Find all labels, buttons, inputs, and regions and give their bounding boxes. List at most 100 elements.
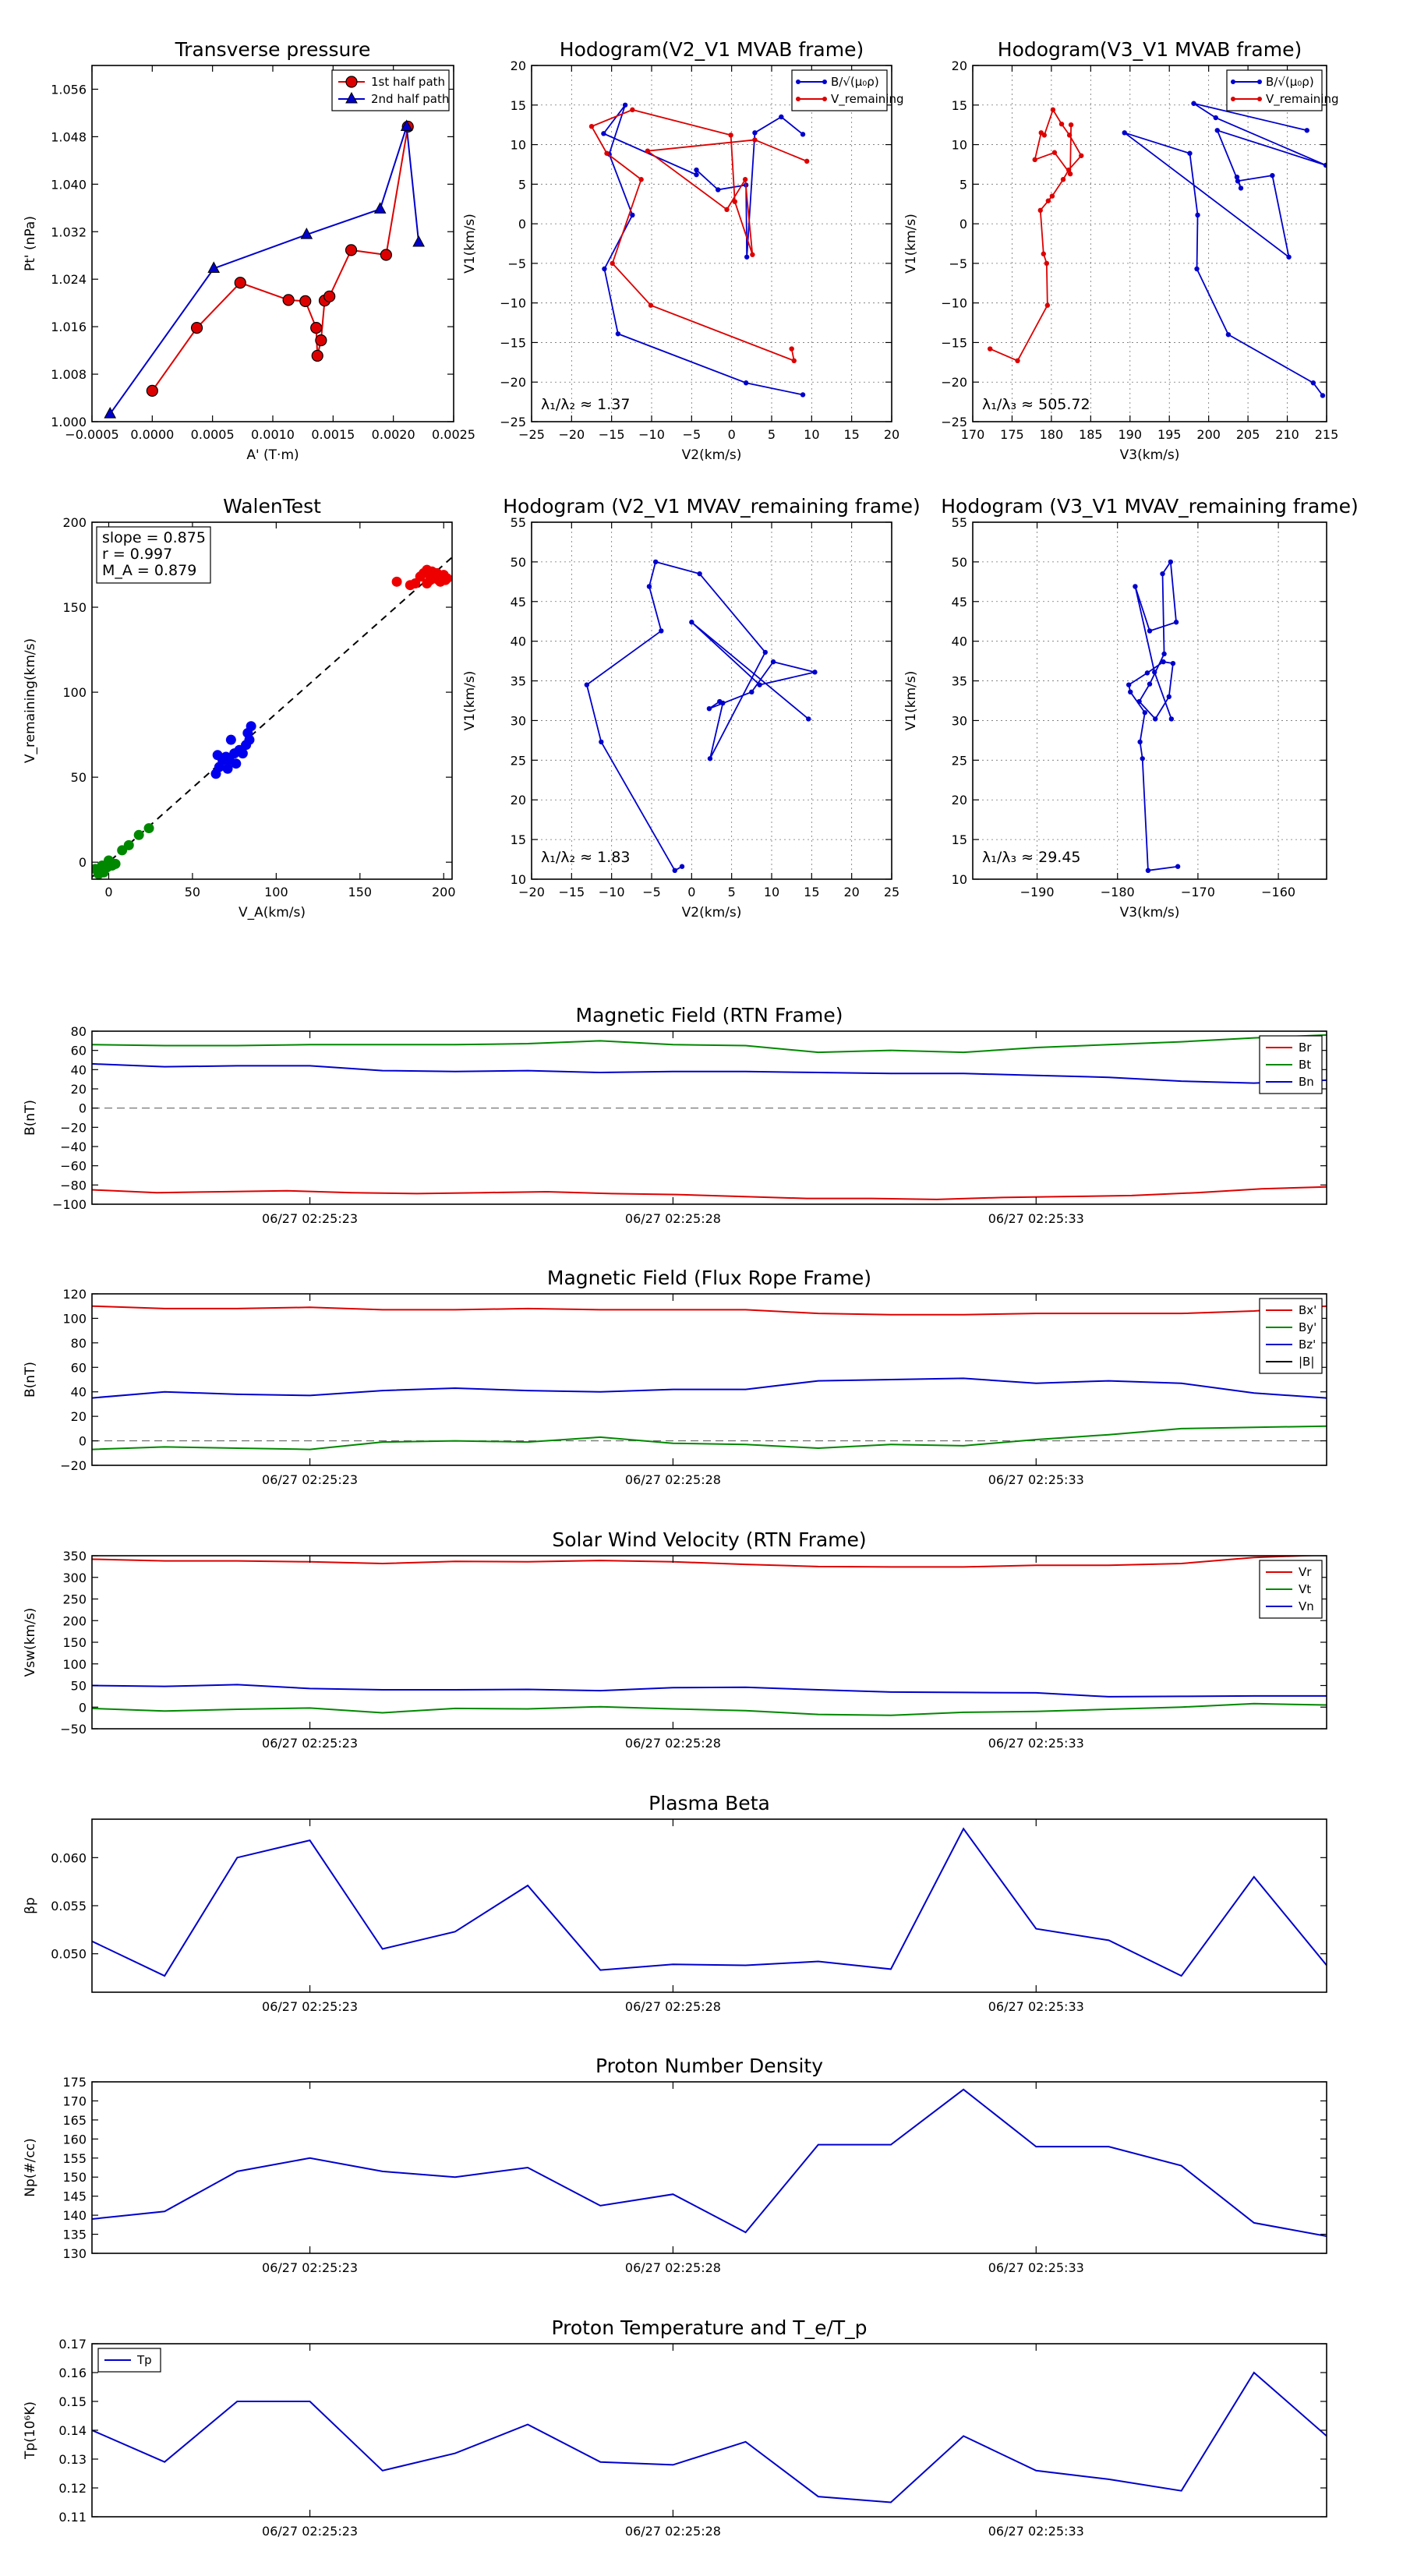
data-point [1050,107,1056,113]
series-line-0 [92,1827,1327,1977]
x-tick-label: 205 [1236,427,1260,442]
y-axis-label: V1(km/s) [462,214,478,274]
chart-title: Proton Number Density [595,2055,823,2077]
data-point [1191,101,1196,106]
legend-marker [822,97,827,101]
x-tick-label: 0.0000 [130,427,174,442]
y-tick-label: 10 [511,872,526,887]
x-tick-label: 210 [1275,427,1299,442]
series-line-0 [1124,102,1327,397]
data-point [222,763,233,774]
x-tick-label: 0 [104,885,112,899]
legend-label: Br [1299,1041,1312,1055]
data-point [706,705,712,712]
y-axis-label: V_remaining(km/s) [23,638,38,763]
y-tick-label: −50 [60,1722,87,1737]
y-tick-label: 20 [511,793,526,807]
data-point [1122,130,1127,136]
data-point [315,334,327,347]
y-tick-label: 40 [511,634,526,649]
data-point [652,559,659,565]
data-point [806,716,811,722]
y-tick-label: 120 [62,1287,87,1302]
x-tick-label: 180 [1040,427,1064,442]
series-line-1 [92,1425,1327,1451]
data-point [104,407,117,419]
legend-label: Vr [1299,1565,1312,1579]
legend: Tp [97,2348,161,2373]
data-point [672,868,677,874]
x-tick-label: 5 [728,885,736,899]
x-tick-label: 200 [432,885,456,899]
chart-title: Plasma Beta [648,1792,770,1815]
chart-hodogram_v2v1_mvab: −25 −20 −15 −10 −5 0 5 10 15 20 −25 −20 −15 −10 −5 0 5 10… [462,38,904,463]
x-tick-label: 5 [768,427,776,442]
y-tick-label: 0.050 [51,1947,87,1962]
data-point [1066,167,1072,173]
data-point [1173,620,1179,625]
y-tick-label: 40 [71,1385,87,1400]
data-point [1038,130,1044,136]
series-line-0 [92,2371,1327,2504]
x-tick-label: 06/27 02:25:33 [988,1999,1084,2014]
x-axis-label: V3(km/s) [1120,905,1180,921]
y-tick-label: 55 [952,515,967,530]
legend-label: B/√(μ₀ρ) [831,75,879,89]
y-tick-label: 0.13 [58,2452,87,2467]
data-point [615,331,621,337]
data-point [1187,150,1193,156]
data-point [728,133,733,138]
y-tick-label: 130 [62,2246,87,2261]
x-tick-label: 06/27 02:25:33 [988,1472,1084,1487]
legend-label: Vt [1299,1582,1311,1596]
x-tick-label: −5 [642,885,661,899]
y-tick-label: 0.11 [58,2510,87,2525]
y-tick-label: 25 [511,753,526,768]
legend-marker [1231,80,1235,84]
data-point [1137,739,1143,745]
data-point [412,235,425,247]
y-tick-label: 100 [62,1657,87,1672]
y-tick-label: 20 [511,58,526,73]
data-point [800,392,806,398]
eigen-ratio-label: λ₁/λ₂ ≈ 1.37 [541,396,630,413]
series-line-1 [590,108,808,362]
data-point [1320,393,1326,398]
series-line-0 [585,560,815,872]
x-tick-label: 170 [961,427,985,442]
chart-mag_fluxrope: −20 0 20 40 60 80 100 120 06/27 02:25:23 06/27 02… [23,1267,1327,1487]
y-axis-label: V1(km/s) [462,671,478,731]
legend-label: By' [1299,1320,1316,1334]
x-tick-label: 200 [1196,427,1221,442]
legend-marker [345,76,358,88]
plot-area [584,559,818,874]
y-tick-label: 30 [952,713,967,728]
series-line-0 [92,1186,1327,1200]
y-tick-label: 0.14 [58,2423,87,2438]
x-tick-label: 06/27 02:25:23 [262,1736,358,1751]
data-point [1323,162,1327,168]
data-point [1286,254,1292,260]
data-point [190,322,203,334]
y-tick-label: 150 [62,2170,87,2185]
data-point [779,114,784,120]
y-tick-label: −20 [60,1120,87,1135]
x-tick-label: 06/27 02:25:28 [625,2524,721,2539]
x-axis-label: V_A(km/s) [239,905,306,921]
x-tick-label: 0.0015 [311,427,355,442]
chart-walen_test: 0 50 100 150 200 0 50 100 150 200 WalenTest V_A(km/… [23,495,456,921]
axes-frame [91,1293,1327,1466]
axes-frame [972,65,1327,422]
x-tick-label: −160 [1261,885,1295,899]
series-line-0 [92,1556,1324,1568]
plot-area [987,101,1327,398]
y-tick-label: 0.060 [51,1850,87,1865]
x-tick-label: 20 [884,427,899,442]
y-tick-label: 80 [71,1024,87,1039]
chart-proton_temperature: 0.11 0.12 0.13 0.14 0.15 0.16 0.17 06/27 02:25:… [23,2316,1327,2539]
data-point [630,212,635,218]
y-tick-label: −60 [60,1159,87,1174]
y-tick-label: −15 [500,335,526,350]
data-point [987,346,993,352]
x-tick-label: −10 [638,427,665,442]
